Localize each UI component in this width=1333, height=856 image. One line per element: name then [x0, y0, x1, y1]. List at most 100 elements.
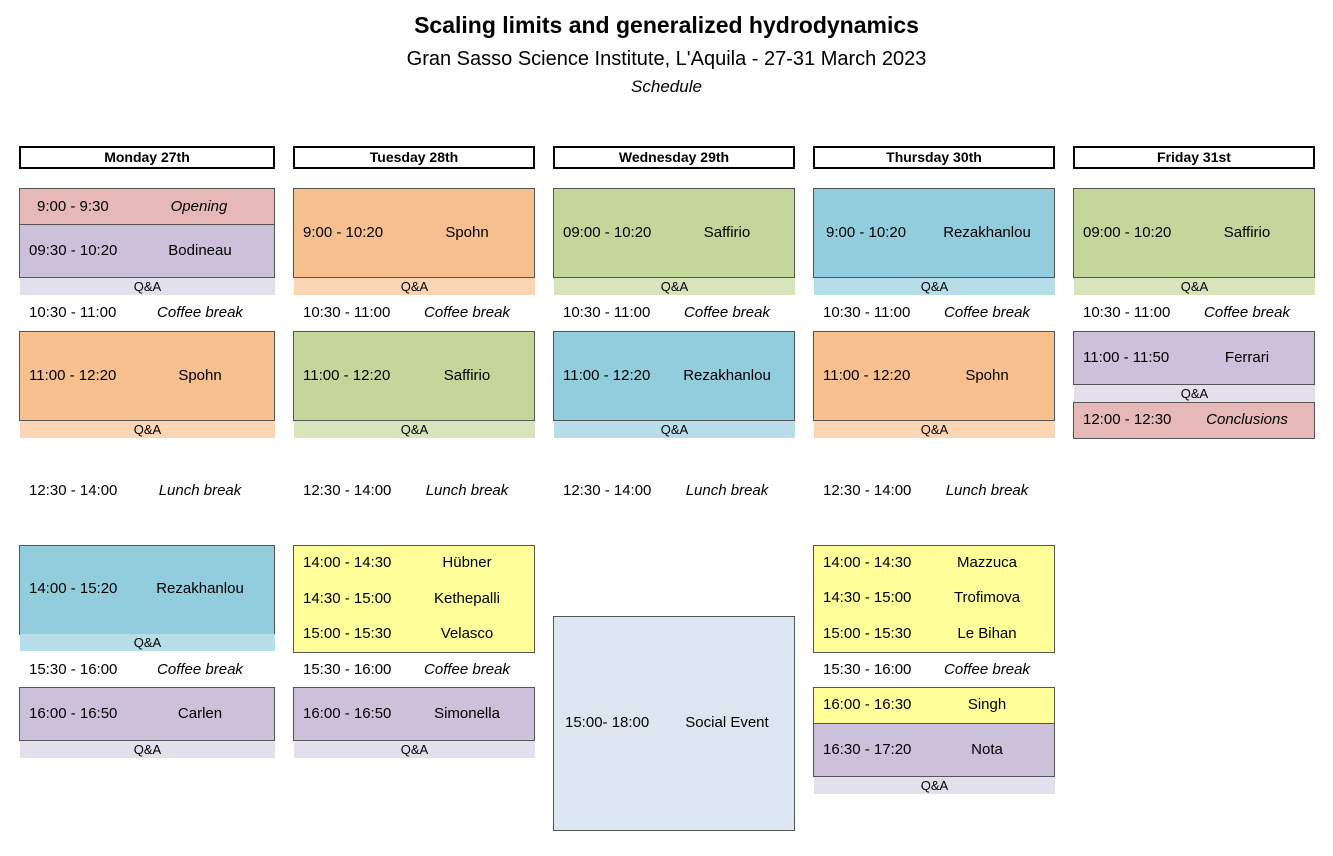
day-header-monday: Monday 27th — [19, 146, 275, 169]
session-name: Rezakhanlou — [943, 224, 1031, 241]
session-time: 14:00 - 15:20 — [29, 580, 118, 597]
session-name: Singh — [967, 696, 1007, 713]
break-time: 15:30 - 16:00 — [823, 661, 912, 678]
qa-label: Q&A — [1074, 385, 1315, 402]
break-time: 10:30 - 11:00 — [823, 304, 911, 321]
session-block — [813, 331, 1055, 421]
session-time: 15:00- 18:00 — [565, 714, 650, 731]
session-block — [1073, 331, 1315, 385]
break-name: Coffee break — [424, 304, 510, 321]
session-time: 15:00 - 15:30 — [823, 625, 912, 642]
session-name: Saffirio — [443, 367, 491, 384]
session-name: Conclusions — [1206, 411, 1288, 428]
break-row: 10:30 - 11:00 Coffee break — [303, 304, 510, 322]
schedule-title: Scaling limits and generalized hydrodyna… — [414, 12, 919, 38]
session-name: Velasco — [440, 625, 494, 642]
qa-label: Q&A — [294, 741, 535, 758]
break-name: Coffee break — [684, 304, 770, 321]
session-time: 11:00 - 12:20 — [303, 367, 391, 384]
session-block — [19, 331, 275, 421]
break-time: 10:30 - 11:00 — [303, 304, 391, 321]
break-time: 10:30 - 11:00 — [29, 304, 117, 321]
session-name: Trofimova — [953, 589, 1021, 606]
session-block — [813, 188, 1055, 278]
session-name: Spohn — [178, 367, 222, 384]
session-time: 9:00 - 10:20 — [826, 224, 907, 241]
break-row: 12:30 - 14:00 Lunch break — [303, 482, 508, 500]
session-name: Ferrari — [1224, 349, 1270, 366]
session-name: Mazzuca — [956, 554, 1018, 571]
session-time: 14:30 - 15:00 — [303, 590, 392, 607]
break-row: 10:30 - 11:00 Coffee break — [823, 304, 1030, 322]
break-time: 12:30 - 14:00 — [29, 482, 118, 499]
break-name: Lunch break — [685, 482, 769, 499]
qa-label: Q&A — [814, 777, 1055, 794]
break-name: Lunch break — [425, 482, 509, 499]
break-time: 15:30 - 16:00 — [29, 661, 118, 678]
session-block — [813, 687, 1055, 724]
session-block — [813, 545, 1055, 653]
session-name: Spohn — [965, 367, 1009, 384]
break-time: 10:30 - 11:00 — [1083, 304, 1171, 321]
break-name: Coffee break — [157, 304, 243, 321]
qa-label: Q&A — [294, 278, 535, 295]
break-row: 15:30 - 16:00 Coffee break — [823, 661, 1030, 679]
qa-label: Q&A — [20, 634, 275, 651]
session-time: 16:00 - 16:50 — [303, 705, 392, 722]
break-time: 12:30 - 14:00 — [823, 482, 912, 499]
break-row: 15:30 - 16:00 Coffee break — [303, 661, 510, 679]
qa-label: Q&A — [20, 421, 275, 438]
session-time: 14:30 - 15:00 — [823, 589, 912, 606]
session-time: 11:00 - 12:20 — [823, 367, 911, 384]
session-time: 14:00 - 14:30 — [823, 554, 912, 571]
break-name: Coffee break — [157, 661, 243, 678]
session-block — [293, 188, 535, 278]
qa-label: Q&A — [20, 741, 275, 758]
session-block — [19, 188, 275, 225]
qa-label: Q&A — [554, 278, 795, 295]
session-time: 9:00 - 9:30 — [37, 198, 109, 215]
schedule-subtitle: Gran Sasso Science Institute, L'Aquila -… — [406, 48, 927, 70]
session-block — [813, 723, 1055, 777]
break-name: Lunch break — [945, 482, 1029, 499]
session-name: Carlen — [177, 705, 223, 722]
session-name: Nota — [971, 741, 1003, 758]
session-name: Social Event — [685, 714, 769, 731]
session-name: Rezakhanlou — [156, 580, 244, 597]
qa-label: Q&A — [814, 278, 1055, 295]
session-time: 16:30 - 17:20 — [823, 741, 912, 758]
session-time: 15:00 - 15:30 — [303, 625, 392, 642]
break-name: Coffee break — [944, 304, 1030, 321]
session-time: 16:00 - 16:50 — [29, 705, 118, 722]
session-name: Le Bihan — [957, 625, 1017, 642]
break-name: Lunch break — [158, 482, 242, 499]
session-name: Rezakhanlou — [683, 367, 771, 384]
qa-label: Q&A — [814, 421, 1055, 438]
session-time: 09:00 - 10:20 — [563, 224, 652, 241]
session-block — [553, 188, 795, 278]
session-time: 09:30 - 10:20 — [29, 242, 118, 259]
session-name: Bodineau — [168, 242, 232, 259]
session-name: Hübner — [442, 554, 492, 571]
session-block — [1073, 402, 1315, 439]
break-row: 10:30 - 11:00 Coffee break — [29, 304, 243, 322]
break-row: 10:30 - 11:00 Coffee break — [1083, 304, 1290, 322]
session-block — [1073, 188, 1315, 278]
session-time: 14:00 - 14:30 — [303, 554, 392, 571]
session-name: Kethepalli — [434, 590, 500, 607]
session-block — [19, 224, 275, 278]
qa-label: Q&A — [1074, 278, 1315, 295]
session-block — [293, 545, 535, 653]
break-time: 12:30 - 14:00 — [303, 482, 392, 499]
schedule-label: Schedule — [631, 77, 702, 96]
qa-label: Q&A — [554, 421, 795, 438]
session-name: Spohn — [445, 224, 489, 241]
break-row: 12:30 - 14:00 Lunch break — [563, 482, 768, 500]
break-row: 15:30 - 16:00 Coffee break — [29, 661, 243, 679]
break-time: 10:30 - 11:00 — [563, 304, 651, 321]
session-name: Simonella — [434, 705, 500, 722]
session-name: Opening — [170, 198, 228, 215]
break-name: Coffee break — [1204, 304, 1290, 321]
break-time: 12:30 - 14:00 — [563, 482, 652, 499]
session-time: 9:00 - 10:20 — [303, 224, 384, 241]
